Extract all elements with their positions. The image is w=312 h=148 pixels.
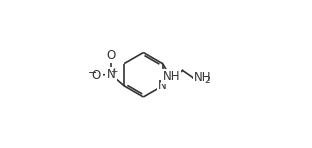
Text: −: − (88, 67, 97, 78)
Text: O: O (92, 69, 101, 82)
Text: NH: NH (163, 70, 180, 83)
Text: +: + (110, 67, 118, 76)
Text: O: O (106, 49, 116, 62)
Text: N: N (107, 68, 115, 81)
Text: N: N (158, 79, 167, 92)
Text: 2: 2 (205, 76, 211, 85)
Text: NH: NH (194, 71, 212, 84)
